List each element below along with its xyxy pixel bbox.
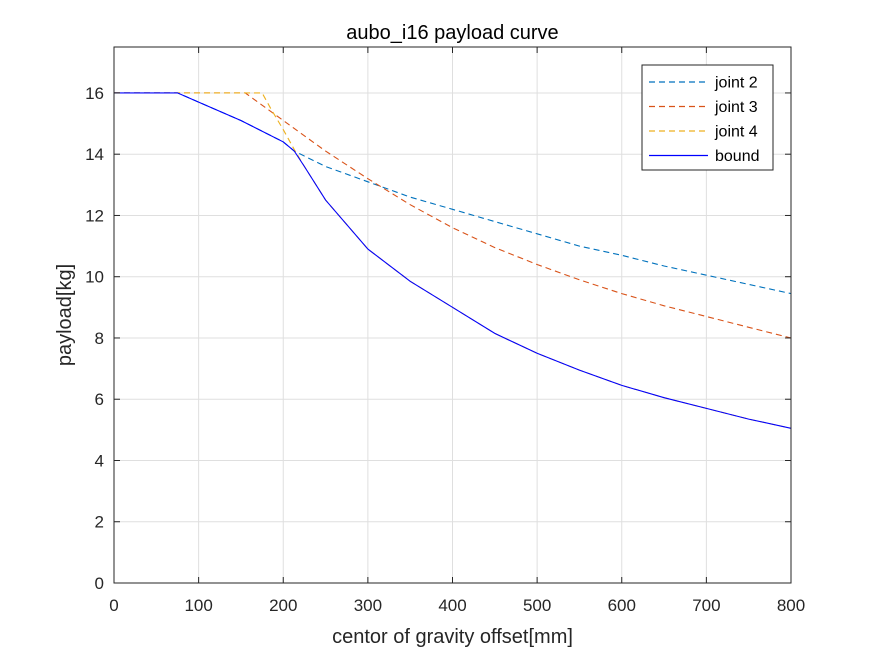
- y-tick-label: 16: [85, 84, 104, 103]
- y-tick-label: 10: [85, 268, 104, 287]
- legend-label: bound: [715, 148, 760, 165]
- y-tick-label: 2: [95, 513, 104, 532]
- y-tick-label: 12: [85, 206, 104, 225]
- legend-label: joint 4: [714, 124, 758, 141]
- tick-labels: 0 100 200 300 400 500 600 700 800 0 2 4 6 8 10 12 14 16: [85, 84, 805, 615]
- series-layer: [114, 92, 792, 429]
- chart-title: aubo_i16 payload curve: [346, 22, 558, 44]
- ticks: [113, 47, 792, 584]
- legend: joint 2 joint 3 joint 4 bound: [641, 64, 774, 171]
- y-tick-label: 6: [95, 390, 104, 409]
- series-line-bound: [114, 92, 792, 429]
- y-axis-label: payload[kg]: [54, 264, 76, 366]
- x-tick-label: 600: [608, 596, 636, 615]
- legend-label: joint 3: [714, 99, 758, 116]
- y-tick-label: 4: [95, 451, 104, 470]
- y-tick-label: 8: [95, 329, 104, 348]
- x-tick-label: 500: [523, 596, 551, 615]
- x-tick-label: 0: [109, 596, 118, 615]
- legend-label: joint 2: [714, 75, 758, 92]
- y-tick-label: 0: [95, 574, 104, 593]
- x-tick-label: 400: [438, 596, 466, 615]
- x-axis-label: centor of gravity offset[mm]: [332, 626, 573, 648]
- x-tick-label: 300: [354, 596, 382, 615]
- x-tick-label: 700: [692, 596, 720, 615]
- x-tick-label: 200: [269, 596, 297, 615]
- y-tick-label: 14: [85, 145, 104, 164]
- x-tick-label: 800: [777, 596, 805, 615]
- x-tick-label: 100: [184, 596, 212, 615]
